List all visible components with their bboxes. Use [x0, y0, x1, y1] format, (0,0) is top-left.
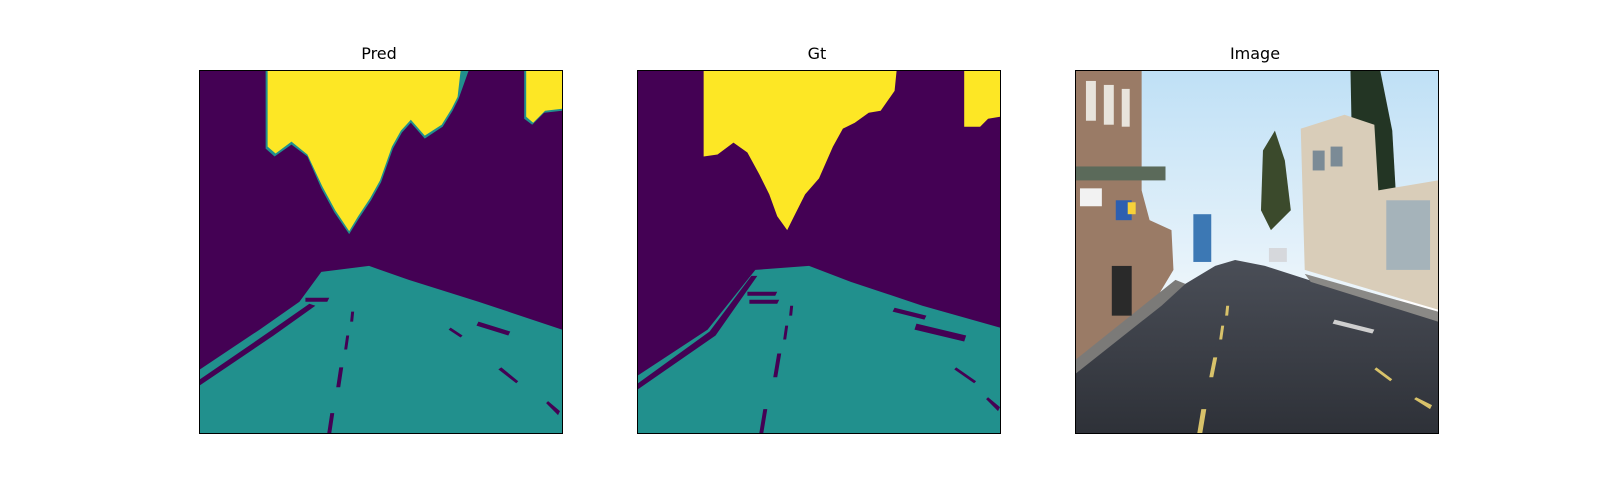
photo-window	[1330, 146, 1343, 167]
pred-lane-dash	[546, 401, 561, 416]
pred-road-edge-line	[200, 303, 316, 386]
street-photo	[1075, 70, 1439, 434]
pred-lane-dash	[498, 367, 519, 384]
pred-segmentation-mask	[199, 70, 563, 434]
pred-lane-dash	[344, 335, 350, 350]
photo-shop-awning	[1076, 166, 1166, 181]
gt-road-marking	[747, 291, 778, 296]
gt-road-edge-line	[638, 275, 758, 390]
photo-lane-dash	[1225, 305, 1230, 316]
photo-road-marking	[1332, 319, 1375, 334]
gt-segmentation-mask	[637, 70, 1001, 434]
gt-lane-dash	[986, 397, 1000, 412]
photo-car	[1268, 248, 1287, 262]
photo-road	[1076, 259, 1438, 433]
photo-window	[1085, 80, 1096, 121]
pred-road-marking	[476, 321, 511, 336]
photo-shop-sign	[1079, 188, 1102, 207]
street-photo-graphic	[1076, 71, 1438, 433]
gt-lane-dash	[759, 409, 768, 433]
photo-window	[1312, 150, 1325, 171]
photo-tree	[1260, 130, 1291, 231]
gt-lane-dash	[954, 367, 977, 384]
gt-road-marking	[892, 307, 927, 320]
gt-panel-title: Gt	[807, 44, 827, 63]
photo-bin	[1111, 265, 1132, 316]
pred-road-region	[200, 265, 562, 433]
image-panel-title: Image	[1229, 44, 1281, 63]
pred-sky-region-right	[526, 71, 562, 123]
gt-lane-dash	[773, 353, 782, 378]
gt-sky-region-right	[964, 71, 1000, 127]
gt-lane-dash	[789, 305, 794, 316]
pred-lane-dash	[350, 311, 355, 322]
photo-lane-dash	[1374, 367, 1393, 382]
photo-lane-dash	[1219, 325, 1225, 340]
pred-road-marking	[305, 297, 330, 302]
pred-lane-dash	[336, 367, 344, 388]
pred-lane-dash	[448, 327, 463, 338]
pred-panel-title: Pred	[361, 44, 397, 63]
pred-mask-graphic	[200, 71, 562, 433]
gt-mask-graphic	[638, 71, 1000, 433]
photo-left-sidewalk	[1076, 279, 1186, 374]
photo-window	[1103, 84, 1114, 125]
photo-shop-sign	[1115, 200, 1132, 221]
pred-sky-region	[267, 71, 461, 232]
gt-sky-region	[703, 71, 897, 231]
photo-bus-shelter	[1386, 200, 1431, 270]
pred-lane-dash	[327, 413, 335, 433]
photo-window	[1121, 88, 1130, 127]
gt-road-marking	[749, 299, 780, 304]
photo-lane-dash	[1414, 397, 1433, 410]
photo-shop-sign	[1127, 202, 1136, 215]
gt-road-marking	[914, 323, 967, 342]
photo-lane-dash	[1197, 409, 1207, 433]
photo-lane-dash	[1209, 357, 1218, 378]
gt-lane-dash	[783, 325, 789, 340]
photo-right-sidewalk	[1304, 273, 1438, 322]
photo-bus	[1193, 214, 1212, 262]
